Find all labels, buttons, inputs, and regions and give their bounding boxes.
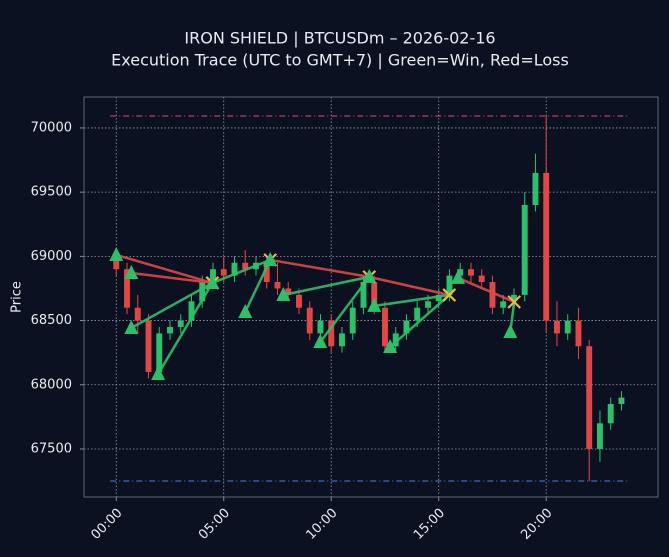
candle-body — [392, 333, 399, 347]
candle-body — [457, 269, 464, 276]
entry-marker — [151, 365, 166, 380]
y-tick-label: 68000 — [31, 377, 72, 392]
entry-marker — [383, 339, 398, 354]
candle-body — [124, 269, 130, 308]
candle-body — [543, 172, 550, 321]
candle-body — [596, 423, 603, 449]
entry-marker — [451, 269, 466, 284]
y-tick-label: 67500 — [31, 441, 72, 456]
entry-marker — [238, 303, 253, 318]
entry-marker — [263, 251, 278, 266]
candle-body — [435, 294, 442, 302]
entry-marker — [362, 268, 377, 283]
candle-body — [317, 320, 324, 334]
entry-marker — [503, 323, 518, 338]
trade-line — [244, 259, 272, 313]
y-axis-label: Price — [10, 281, 25, 313]
entry-marker — [109, 246, 124, 261]
entry-marker — [313, 334, 328, 349]
candle-body — [489, 282, 496, 308]
candle-body — [145, 320, 152, 372]
candle-body — [274, 282, 281, 289]
entry-marker — [205, 274, 220, 289]
trade-line — [369, 275, 450, 297]
candle-body — [564, 320, 571, 334]
candle-body — [199, 282, 206, 302]
candle-body — [425, 301, 431, 308]
entry-marker — [124, 320, 139, 335]
entry-marker — [276, 287, 291, 302]
candle-body — [167, 326, 173, 334]
candle-body — [446, 275, 453, 295]
candle-body — [511, 294, 517, 302]
trade-line — [157, 282, 214, 375]
candle-body — [349, 307, 356, 334]
entry-marker — [124, 265, 139, 280]
candle-body — [296, 294, 302, 308]
trade-line — [211, 258, 271, 285]
candle-body — [210, 269, 216, 283]
candle-body — [328, 320, 335, 347]
candle-body — [134, 307, 141, 321]
candle-body — [371, 282, 378, 308]
y-tick-label: 69000 — [31, 249, 72, 264]
candle-body — [554, 320, 560, 334]
candle-body — [618, 397, 625, 405]
candle-body — [586, 346, 593, 449]
trade-line — [283, 275, 370, 297]
candle-body — [575, 320, 582, 347]
chart-subtitle: Execution Trace (UTC to GMT+7) | Green=W… — [111, 51, 569, 70]
candle-body — [263, 262, 270, 283]
candle-body — [607, 404, 614, 424]
y-tick-label: 70000 — [31, 120, 72, 135]
candle-body — [360, 282, 367, 308]
candle-body — [468, 269, 474, 276]
trade-line — [269, 258, 370, 279]
candle-body — [231, 262, 238, 276]
chart-title: IRON SHIELD | BTCUSDm – 2026-02-16 — [184, 29, 495, 48]
candle-body — [414, 307, 421, 321]
trade-line — [374, 293, 450, 308]
trade-line — [131, 271, 213, 285]
trade-line — [389, 294, 451, 348]
trade-line — [457, 276, 515, 304]
candle-body — [500, 301, 507, 308]
candle-body — [403, 320, 410, 334]
y-tick-label: 68500 — [31, 313, 72, 328]
y-tick-label: 69500 — [31, 185, 72, 200]
candle-body — [521, 204, 528, 295]
entry-marker — [367, 297, 382, 312]
exit-marker — [507, 295, 521, 309]
candle-body — [382, 307, 388, 347]
exit-marker — [442, 288, 456, 302]
candle-body — [113, 256, 120, 270]
trade-line — [130, 281, 213, 330]
candle-body — [188, 301, 195, 321]
trade-line — [115, 253, 213, 285]
candle-body — [220, 269, 227, 276]
plot-frame — [83, 96, 659, 498]
candle-body — [306, 307, 313, 334]
candle-body — [285, 288, 292, 295]
candle-body — [532, 172, 539, 205]
candle-body — [478, 275, 485, 283]
candle-body — [339, 333, 345, 347]
candle-body — [177, 320, 184, 327]
candle-body — [242, 262, 249, 270]
trade-line — [319, 276, 371, 343]
candle-body — [156, 333, 163, 372]
